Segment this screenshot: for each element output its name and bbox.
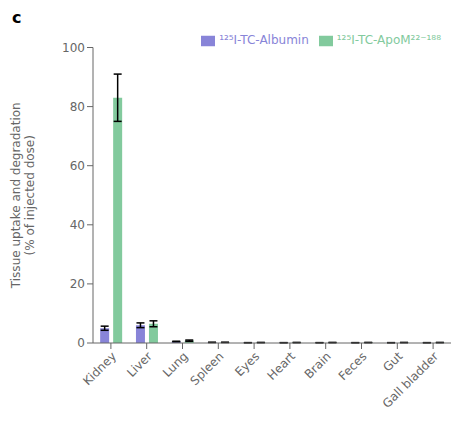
- html-text:c: c: [12, 8, 22, 27]
- svg-text:Kidney: Kidney: [80, 349, 119, 388]
- svg-text:Tissue uptake and degradation(: Tissue uptake and degradation(% of injec…: [9, 102, 37, 289]
- svg-text:Feces: Feces: [336, 349, 370, 383]
- svg-text:Lung: Lung: [160, 349, 191, 380]
- svg-text:60: 60: [70, 159, 85, 173]
- svg-text:Eyes: Eyes: [232, 349, 262, 379]
- svg-text:80: 80: [70, 100, 85, 114]
- html-text:¹²⁵I-TC-Albumin: ¹²⁵I-TC-Albumin: [219, 33, 309, 47]
- svg-text:Heart: Heart: [265, 349, 299, 383]
- svg-text:100: 100: [62, 41, 85, 55]
- svg-text:Gut: Gut: [380, 349, 405, 374]
- svg-text:Brain: Brain: [302, 349, 334, 381]
- svg-text:40: 40: [70, 218, 85, 232]
- svg-text:Spleen: Spleen: [188, 349, 227, 388]
- svg-text:20: 20: [70, 277, 85, 291]
- svg-text:0: 0: [77, 336, 85, 350]
- html-text:¹²⁵I-TC-ApoM²²⁻¹⁸⁸: ¹²⁵I-TC-ApoM²²⁻¹⁸⁸: [336, 33, 441, 47]
- svg-text:Liver: Liver: [124, 349, 155, 380]
- svg-text:Gall bladder: Gall bladder: [380, 349, 442, 411]
